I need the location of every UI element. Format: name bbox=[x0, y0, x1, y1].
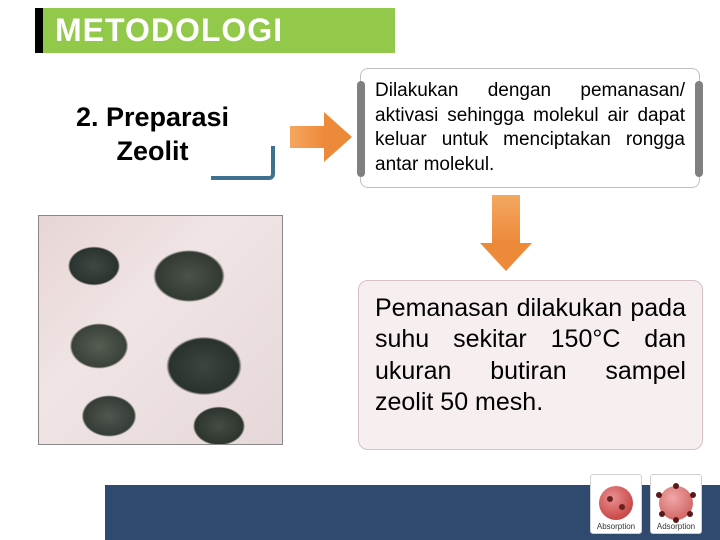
adsorption-label: Adsorption bbox=[657, 522, 695, 531]
description-box-2: Pemanasan dilakukan pada suhu sekitar 15… bbox=[358, 280, 703, 450]
description-box-1: Dilakukan dengan pemanasan/ aktivasi seh… bbox=[360, 68, 700, 188]
description-2-text: Pemanasan dilakukan pada suhu sekitar 15… bbox=[375, 294, 686, 416]
adsorption-icon-box: Adsorption bbox=[650, 474, 702, 534]
absorption-label: Absorption bbox=[597, 522, 635, 531]
page-title: METODOLOGI bbox=[55, 12, 283, 49]
absorption-icon bbox=[599, 486, 633, 520]
footer-label: ADSORPSI bbox=[22, 510, 99, 526]
description-1-text: Dilakukan dengan pemanasan/ aktivasi seh… bbox=[375, 80, 685, 175]
footer-icons: Absorption Adsorption bbox=[590, 474, 702, 534]
zeolite-rocks-image bbox=[38, 215, 283, 445]
step-title-box: 2. Preparasi Zeolit bbox=[35, 95, 270, 175]
adsorption-icon bbox=[659, 486, 693, 520]
title-bar: METODOLOGI bbox=[35, 8, 395, 53]
step-title: 2. Preparasi Zeolit bbox=[76, 101, 229, 169]
absorption-icon-box: Absorption bbox=[590, 474, 642, 534]
